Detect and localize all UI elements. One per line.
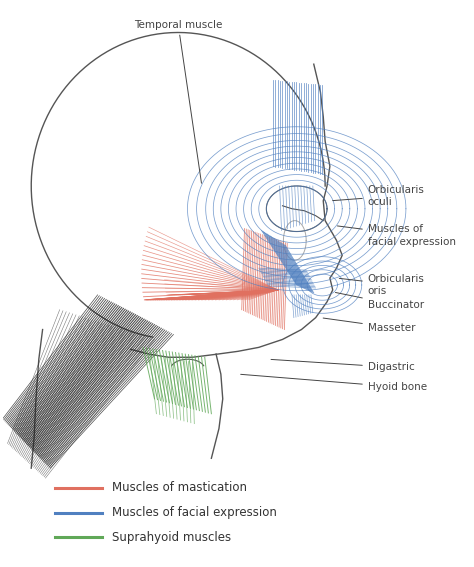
Text: Masseter: Masseter (323, 318, 415, 333)
Text: Suprahyoid muscles: Suprahyoid muscles (112, 531, 231, 544)
Text: Buccinator: Buccinator (336, 293, 424, 310)
Text: Muscles of mastication: Muscles of mastication (112, 481, 247, 494)
Text: Muscles of facial expression: Muscles of facial expression (112, 506, 277, 519)
Text: Temporal muscle: Temporal muscle (134, 20, 222, 183)
Text: Digastric: Digastric (271, 359, 415, 372)
Text: Orbicularis
oris: Orbicularis oris (339, 274, 425, 296)
Text: Orbicularis
oculi: Orbicularis oculi (333, 185, 425, 207)
Text: Hyoid bone: Hyoid bone (241, 374, 427, 392)
Text: Muscles of
facial expression: Muscles of facial expression (337, 225, 456, 247)
